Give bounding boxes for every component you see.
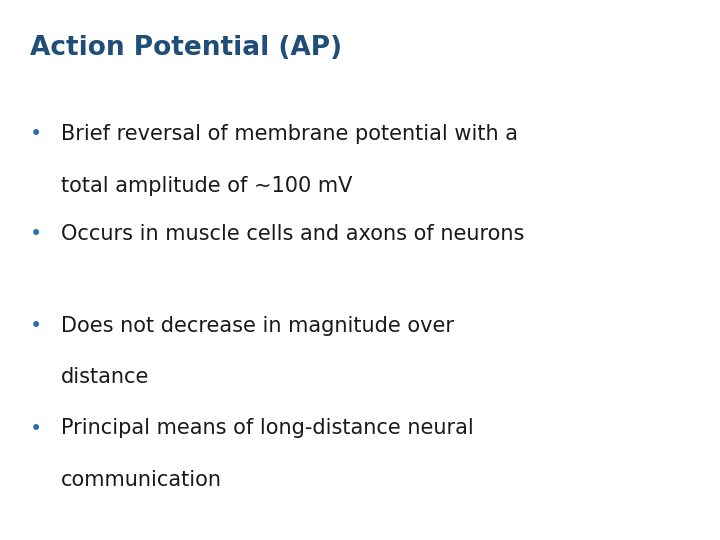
- Text: communication: communication: [61, 470, 222, 490]
- Text: •: •: [30, 418, 42, 438]
- Text: distance: distance: [61, 367, 150, 387]
- Text: •: •: [30, 316, 42, 336]
- Text: Action Potential (AP): Action Potential (AP): [30, 35, 343, 61]
- Text: total amplitude of ~100 mV: total amplitude of ~100 mV: [61, 176, 353, 195]
- Text: •: •: [30, 124, 42, 144]
- Text: Occurs in muscle cells and axons of neurons: Occurs in muscle cells and axons of neur…: [61, 224, 525, 244]
- Text: Brief reversal of membrane potential with a: Brief reversal of membrane potential wit…: [61, 124, 518, 144]
- Text: •: •: [30, 224, 42, 244]
- Text: Does not decrease in magnitude over: Does not decrease in magnitude over: [61, 316, 454, 336]
- Text: Principal means of long-distance neural: Principal means of long-distance neural: [61, 418, 474, 438]
